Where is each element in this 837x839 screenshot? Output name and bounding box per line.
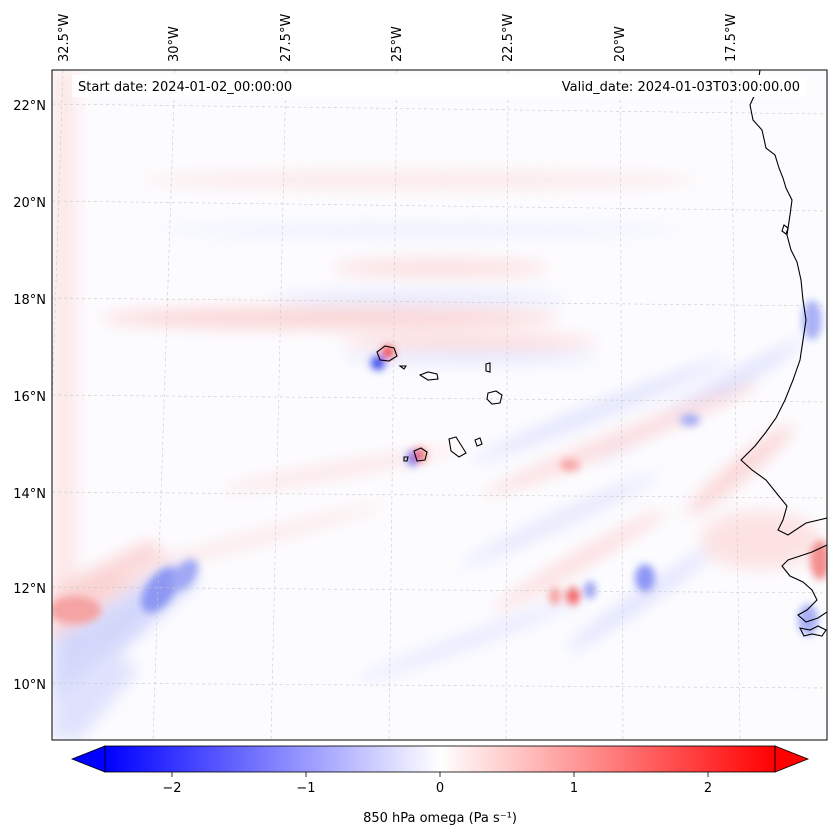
- lon-tick-label: 32.5°W: [57, 14, 72, 62]
- lon-tick-labels: 32.5°W 30°W 27.5°W 25°W 22.5°W 20°W 17.5…: [57, 14, 739, 62]
- colorbar-tick-label: 2: [704, 781, 712, 796]
- colorbar-extend-max: [775, 746, 808, 772]
- colorbar-tick-label: −2: [162, 781, 181, 796]
- colorbar-label: 850 hPa omega (Pa s⁻¹): [363, 811, 517, 826]
- colorbar-tick-label: −1: [296, 781, 315, 796]
- lat-tick-label: 20°N: [13, 196, 46, 211]
- lat-tick-label: 22°N: [13, 99, 46, 114]
- lon-tick-label: 17.5°W: [724, 14, 739, 62]
- lon-tick-label: 27.5°W: [279, 14, 294, 62]
- colorbar-tick-label: 1: [570, 781, 578, 796]
- start-date-label: Start date: 2024-01-02_00:00:00: [78, 80, 292, 95]
- valid-date-label: Valid_date: 2024-01-03T03:00:00.00: [562, 80, 800, 95]
- lon-tick-label: 20°W: [613, 26, 628, 62]
- colorbar-gradient: [105, 746, 775, 772]
- colorbar-extend-min: [72, 746, 105, 772]
- colorbar-ticks: −2 −1 0 1 2: [162, 772, 712, 796]
- lat-tick-label: 18°N: [13, 293, 46, 308]
- lon-tick-label: 25°W: [390, 26, 405, 62]
- map-panel: Start date: 2024-01-02_00:00:00 Valid_da…: [13, 14, 830, 740]
- lat-tick-label: 10°N: [13, 678, 46, 693]
- lon-tick-label: 22.5°W: [501, 14, 516, 62]
- lat-tick-label: 14°N: [13, 487, 46, 502]
- lon-tick-label: 30°W: [167, 26, 182, 62]
- lat-tick-labels: 22°N 20°N 18°N 16°N 14°N 12°N 10°N: [13, 99, 46, 693]
- colorbar: −2 −1 0 1 2 850 hPa omega (Pa s⁻¹): [72, 746, 808, 826]
- lat-tick-label: 12°N: [13, 582, 46, 597]
- lat-tick-label: 16°N: [13, 390, 46, 405]
- colorbar-tick-label: 0: [436, 781, 444, 796]
